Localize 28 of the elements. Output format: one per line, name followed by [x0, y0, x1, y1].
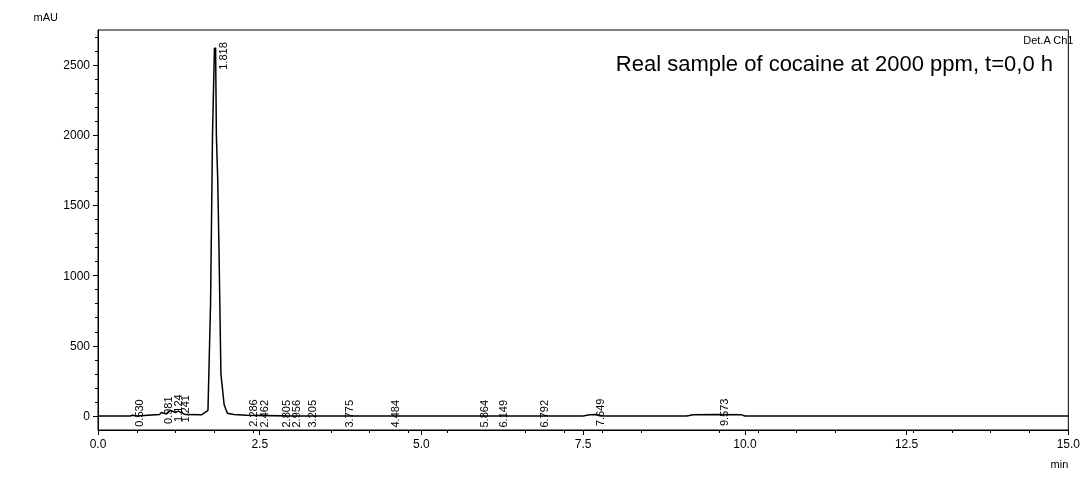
annotation: 2.956: [290, 399, 303, 428]
annotation: 9.573: [718, 398, 731, 427]
x-tick-label: 12.5: [894, 437, 919, 451]
y-axis-title: mAU: [33, 10, 59, 23]
annotation: 2.805: [280, 399, 293, 428]
x-tick-label: 7.5: [574, 437, 592, 451]
y-tick-label: 1500: [63, 198, 91, 213]
annotation: Real sample of cocaine at 2000 ppm, t=0,0 h: [615, 50, 1053, 76]
annotation: 0.981: [162, 396, 175, 424]
annotation: 1.818: [216, 42, 229, 70]
x-axis-title: min: [1050, 457, 1069, 470]
y-tick-label: 2000: [63, 128, 91, 143]
x-tick-label: 2.5: [251, 437, 269, 451]
x-tick-label: 5.0: [413, 437, 431, 451]
annotation: 3.775: [343, 399, 356, 428]
annotation: 5.864: [478, 399, 491, 428]
annotation: 6.149: [496, 399, 509, 428]
y-tick-label: 1000: [63, 268, 91, 283]
x-tick-label: 0.0: [89, 437, 107, 451]
annotation: 0.530: [133, 399, 146, 427]
x-tick-label: 10.0: [733, 437, 757, 451]
y-tick-label: 500: [69, 338, 91, 353]
annotation: 3.205: [306, 399, 319, 428]
annotation: 2.462: [258, 399, 271, 428]
y-tick-label: 2500: [63, 58, 91, 73]
annotation: 6.792: [538, 399, 551, 428]
x-tick-label: 15.0: [1056, 437, 1081, 451]
y-tick-label: 0: [83, 408, 91, 423]
